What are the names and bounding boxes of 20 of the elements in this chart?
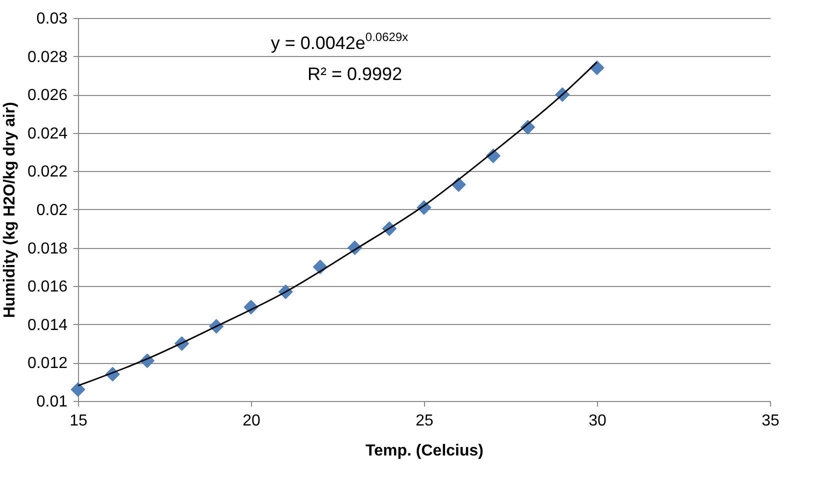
x-tick-label: 35 [762, 412, 780, 430]
x-tick-label: 20 [242, 412, 260, 430]
y-tick-label: 0.018 [27, 240, 68, 258]
x-axis-title: Temp. (Celcius) [366, 442, 484, 460]
y-tick-label: 0.03 [36, 10, 68, 28]
y-axis-title: Humidity (kg H2O/kg dry air) [1, 102, 18, 318]
y-tick-label: 0.012 [27, 355, 68, 372]
y-tick-label: 0.022 [27, 164, 68, 181]
y-tick-label: 0.02 [36, 202, 68, 219]
y-tick-label: 0.014 [27, 316, 68, 334]
y-tick-label: 0.01 [36, 394, 68, 410]
point [70, 382, 86, 397]
x-tick-label: 15 [70, 412, 88, 430]
x-tick-label: 30 [588, 412, 606, 430]
annotation: R² = 0.9992 [308, 64, 402, 84]
y-tick-label: 0.016 [27, 278, 68, 296]
x-tick-label: 25 [416, 412, 434, 430]
y-tick-label: 0.024 [27, 125, 68, 142]
y-tick-label: 0.028 [27, 48, 68, 66]
y-tick-label: 0.026 [27, 87, 68, 104]
